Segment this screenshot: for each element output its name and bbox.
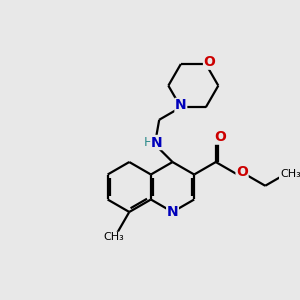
Text: H: H [144,136,153,149]
Text: O: O [214,130,226,144]
Text: N: N [167,205,178,219]
Text: N: N [175,98,187,112]
Text: CH₃: CH₃ [280,169,300,179]
Text: N: N [151,136,163,149]
Text: CH₃: CH₃ [103,232,124,242]
Text: O: O [236,165,248,179]
Text: O: O [204,55,215,69]
